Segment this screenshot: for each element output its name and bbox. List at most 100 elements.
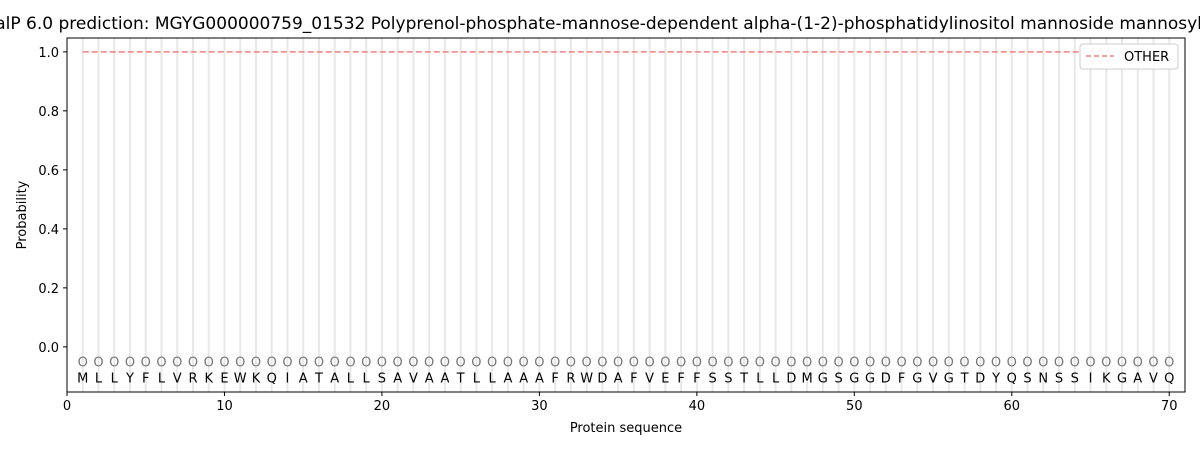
residue-label: V bbox=[409, 371, 418, 386]
residue-marker: O bbox=[456, 356, 466, 371]
legend-other-label: OTHER bbox=[1124, 50, 1169, 65]
residue-marker: O bbox=[393, 356, 403, 371]
residue-label: V bbox=[1149, 371, 1158, 386]
residue-marker: O bbox=[597, 356, 607, 371]
residue-marker: O bbox=[975, 356, 985, 371]
residue-label: A bbox=[440, 371, 449, 386]
residue-marker: O bbox=[109, 356, 119, 371]
x-tick-label: 0 bbox=[63, 399, 71, 414]
residue-marker: O bbox=[1101, 356, 1111, 371]
chart-title: nalP 6.0 prediction: MGYG000000759_01532… bbox=[0, 14, 1200, 34]
residue-marker: O bbox=[928, 356, 938, 371]
residue-marker: O bbox=[755, 356, 765, 371]
residue-marker: O bbox=[78, 356, 88, 371]
y-tick-label: 1.0 bbox=[38, 46, 59, 61]
residue-marker: O bbox=[707, 356, 717, 371]
residue-marker: O bbox=[93, 356, 103, 371]
residue-label: M bbox=[77, 371, 88, 386]
residue-marker: O bbox=[219, 356, 229, 371]
residue-label: A bbox=[425, 371, 434, 386]
residue-marker: O bbox=[534, 356, 544, 371]
residue-marker: O bbox=[723, 356, 733, 371]
residue-label: G bbox=[849, 371, 859, 386]
residue-label: K bbox=[1102, 371, 1111, 386]
residue-marker: O bbox=[204, 356, 214, 371]
residue-marker: O bbox=[141, 356, 151, 371]
x-tick-label: 10 bbox=[216, 399, 233, 414]
residue-marker: O bbox=[519, 356, 529, 371]
residue-label: S bbox=[1055, 371, 1063, 386]
residue-label: S bbox=[1071, 371, 1079, 386]
residue-marker: O bbox=[125, 356, 135, 371]
residue-marker: O bbox=[471, 356, 481, 371]
residue-marker: O bbox=[1085, 356, 1095, 371]
residue-label: L bbox=[158, 371, 166, 386]
residue-label: S bbox=[1023, 371, 1031, 386]
residue-label: T bbox=[456, 371, 465, 386]
x-tick-label: 30 bbox=[531, 399, 548, 414]
residue-label: L bbox=[772, 371, 780, 386]
residue-label: Q bbox=[1164, 371, 1174, 386]
residue-marker: O bbox=[550, 356, 560, 371]
residue-marker: O bbox=[802, 356, 812, 371]
residue-label: Y bbox=[125, 371, 134, 386]
residue-marker: O bbox=[566, 356, 576, 371]
residue-marker: O bbox=[267, 356, 277, 371]
x-tick-label: 40 bbox=[689, 399, 706, 414]
residue-marker: O bbox=[487, 356, 497, 371]
plot-frame bbox=[66, 37, 1186, 393]
residue-label: A bbox=[1133, 371, 1142, 386]
y-tick-label: 0.2 bbox=[38, 282, 59, 297]
residue-label: F bbox=[551, 371, 558, 386]
y-tick-label: 0.0 bbox=[38, 341, 59, 356]
residue-label: V bbox=[173, 371, 182, 386]
y-tick-label: 0.4 bbox=[38, 223, 59, 238]
residue-label: G bbox=[1117, 371, 1127, 386]
residue-marker: O bbox=[912, 356, 922, 371]
residue-label: G bbox=[944, 371, 954, 386]
residue-marker: O bbox=[645, 356, 655, 371]
residue-label: A bbox=[393, 371, 402, 386]
residue-label: F bbox=[693, 371, 700, 386]
residue-label: S bbox=[378, 371, 386, 386]
residue-label: I bbox=[286, 371, 290, 386]
residue-marker: O bbox=[881, 356, 891, 371]
y-tick-label: 0.8 bbox=[38, 105, 59, 120]
residue-marker: O bbox=[660, 356, 670, 371]
residue-label: V bbox=[929, 371, 938, 386]
residue-marker: O bbox=[739, 356, 749, 371]
residue-marker: O bbox=[377, 356, 387, 371]
residue-label: K bbox=[204, 371, 213, 386]
x-tick-label: 70 bbox=[1161, 399, 1178, 414]
residue-label: A bbox=[330, 371, 339, 386]
residue-label: V bbox=[645, 371, 654, 386]
residue-label: F bbox=[630, 371, 637, 386]
residue-marker: O bbox=[818, 356, 828, 371]
residue-label: A bbox=[535, 371, 544, 386]
y-tick-label: 0.6 bbox=[38, 164, 59, 179]
residue-marker: O bbox=[1022, 356, 1032, 371]
residue-label: G bbox=[818, 371, 828, 386]
residue-marker: O bbox=[833, 356, 843, 371]
residue-marker: O bbox=[314, 356, 324, 371]
residue-label: A bbox=[503, 371, 512, 386]
residue-label: D bbox=[597, 371, 607, 386]
residue-marker: O bbox=[959, 356, 969, 371]
residue-label: L bbox=[473, 371, 481, 386]
x-tick-label: 20 bbox=[374, 399, 391, 414]
residue-label: L bbox=[756, 371, 764, 386]
residue-label: Y bbox=[991, 371, 1000, 386]
legend: OTHER bbox=[1079, 43, 1179, 70]
x-axis-label: Protein sequence bbox=[570, 421, 682, 436]
residue-marker: O bbox=[896, 356, 906, 371]
residue-label: A bbox=[299, 371, 308, 386]
residue-marker: O bbox=[298, 356, 308, 371]
residue-label: R bbox=[188, 371, 197, 386]
residue-marker: O bbox=[235, 356, 245, 371]
residue-label: A bbox=[614, 371, 623, 386]
x-tick-label: 60 bbox=[1004, 399, 1021, 414]
residue-label: L bbox=[111, 371, 119, 386]
residue-marker: O bbox=[1070, 356, 1080, 371]
residue-label: W bbox=[580, 371, 593, 386]
